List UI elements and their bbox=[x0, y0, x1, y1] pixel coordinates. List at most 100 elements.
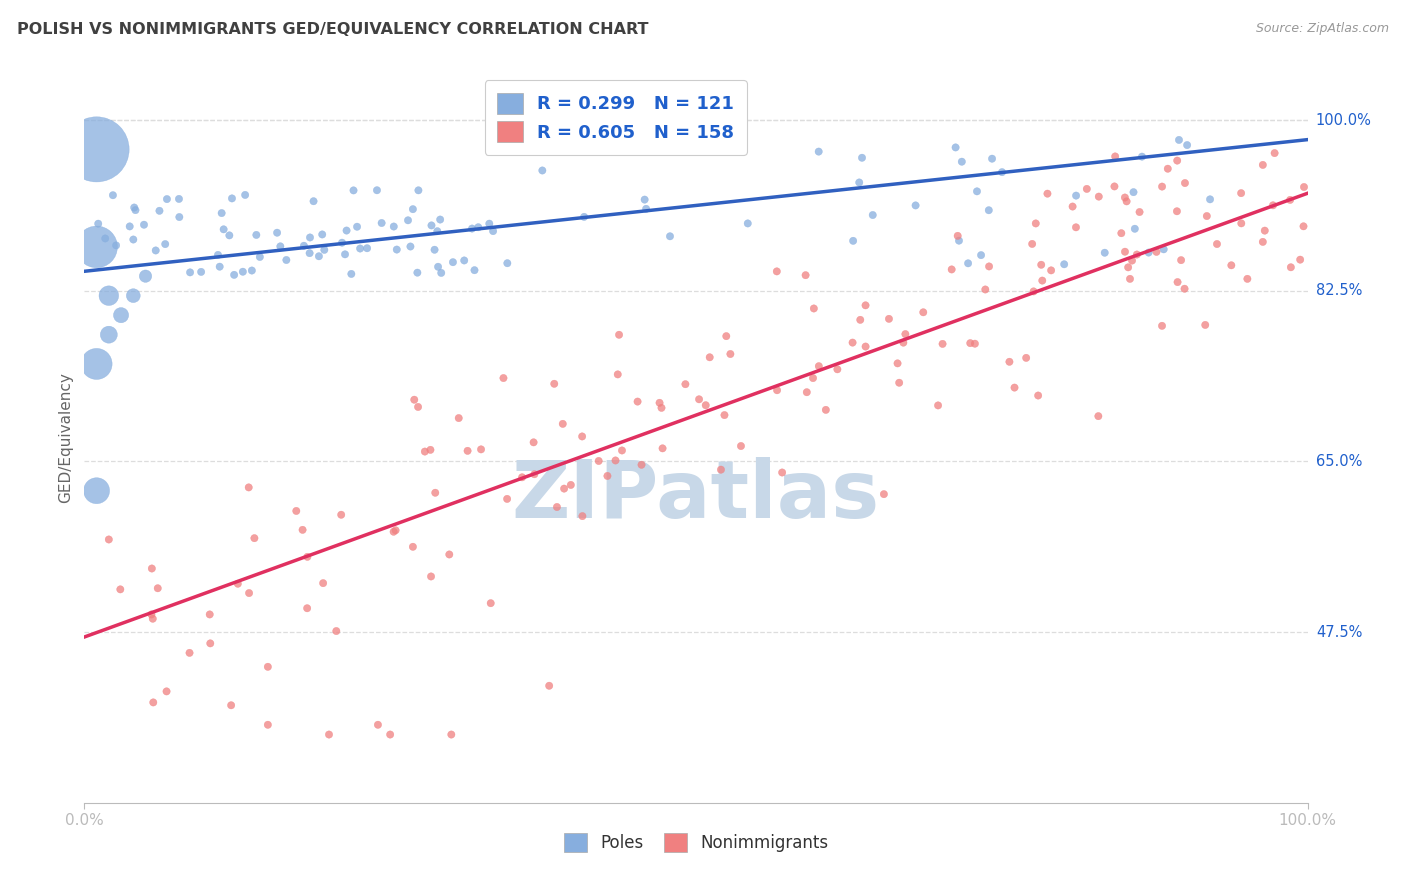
Point bbox=[226, 576, 249, 591]
Point bbox=[974, 283, 997, 297]
Point bbox=[1128, 205, 1150, 219]
Point bbox=[110, 308, 132, 322]
Point bbox=[457, 443, 479, 458]
Point bbox=[86, 142, 108, 156]
Point bbox=[399, 239, 422, 253]
Point bbox=[966, 185, 988, 199]
Point bbox=[1166, 204, 1188, 219]
Point bbox=[945, 140, 967, 154]
Point bbox=[1264, 146, 1286, 161]
Point bbox=[1146, 244, 1168, 259]
Point bbox=[827, 362, 849, 376]
Point bbox=[1121, 253, 1143, 268]
Point bbox=[877, 311, 900, 326]
Point bbox=[419, 442, 441, 457]
Text: 82.5%: 82.5% bbox=[1316, 284, 1362, 298]
Point bbox=[385, 243, 408, 257]
Point bbox=[543, 376, 565, 391]
Point bbox=[977, 260, 1000, 274]
Point bbox=[200, 636, 222, 650]
Point bbox=[467, 220, 489, 235]
Point bbox=[224, 268, 246, 282]
Point bbox=[382, 219, 405, 234]
Point bbox=[1279, 193, 1302, 207]
Point bbox=[607, 327, 630, 342]
Point bbox=[636, 202, 658, 216]
Point bbox=[1174, 176, 1197, 190]
Point bbox=[492, 371, 515, 385]
Point bbox=[510, 470, 533, 484]
Point bbox=[380, 727, 402, 741]
Point bbox=[97, 533, 120, 547]
Point bbox=[1251, 235, 1274, 249]
Point bbox=[420, 219, 443, 233]
Point bbox=[699, 351, 721, 365]
Point bbox=[1022, 285, 1045, 299]
Point bbox=[991, 165, 1014, 179]
Point bbox=[606, 368, 628, 382]
Point bbox=[531, 163, 554, 178]
Text: Source: ZipAtlas.com: Source: ZipAtlas.com bbox=[1256, 22, 1389, 36]
Point bbox=[1261, 198, 1284, 212]
Point bbox=[957, 256, 980, 270]
Point bbox=[453, 253, 475, 268]
Point bbox=[1122, 185, 1144, 199]
Point bbox=[1094, 245, 1116, 260]
Point bbox=[526, 142, 548, 156]
Point bbox=[855, 298, 877, 312]
Point bbox=[478, 217, 501, 231]
Point bbox=[179, 646, 201, 660]
Point bbox=[169, 210, 191, 224]
Point bbox=[1036, 186, 1059, 201]
Point bbox=[941, 262, 963, 277]
Point bbox=[977, 203, 1000, 218]
Point bbox=[370, 216, 392, 230]
Point bbox=[413, 444, 436, 458]
Point bbox=[218, 228, 240, 243]
Point bbox=[862, 208, 884, 222]
Point bbox=[238, 586, 260, 600]
Point bbox=[1015, 351, 1038, 365]
Point bbox=[1031, 274, 1053, 288]
Point bbox=[770, 466, 793, 480]
Point bbox=[330, 508, 353, 522]
Point bbox=[1195, 209, 1218, 223]
Point bbox=[523, 467, 546, 482]
Point bbox=[814, 402, 837, 417]
Point bbox=[342, 183, 364, 197]
Legend: Poles, Nonimmigrants: Poles, Nonimmigrants bbox=[555, 824, 837, 860]
Point bbox=[931, 337, 953, 351]
Point bbox=[132, 218, 155, 232]
Point bbox=[135, 269, 157, 284]
Point bbox=[1004, 381, 1026, 395]
Point bbox=[1157, 161, 1180, 176]
Point bbox=[626, 394, 648, 409]
Point bbox=[873, 487, 896, 501]
Point bbox=[447, 411, 470, 425]
Point bbox=[842, 234, 865, 248]
Point bbox=[551, 417, 574, 431]
Point bbox=[470, 442, 492, 457]
Point bbox=[1254, 224, 1277, 238]
Point bbox=[97, 327, 120, 342]
Point bbox=[207, 248, 229, 262]
Point bbox=[688, 392, 710, 407]
Point bbox=[851, 151, 873, 165]
Point bbox=[801, 371, 824, 385]
Point bbox=[1116, 260, 1139, 275]
Point bbox=[1279, 260, 1302, 275]
Point bbox=[1175, 138, 1198, 153]
Point bbox=[1076, 182, 1098, 196]
Point bbox=[893, 335, 915, 350]
Point bbox=[1087, 409, 1109, 424]
Point bbox=[402, 202, 425, 216]
Point bbox=[86, 357, 108, 371]
Point bbox=[889, 376, 911, 390]
Point bbox=[659, 229, 682, 244]
Point bbox=[886, 356, 908, 370]
Point bbox=[295, 601, 318, 615]
Point bbox=[1236, 272, 1258, 286]
Point bbox=[716, 329, 738, 343]
Point bbox=[298, 246, 321, 260]
Point bbox=[349, 242, 371, 256]
